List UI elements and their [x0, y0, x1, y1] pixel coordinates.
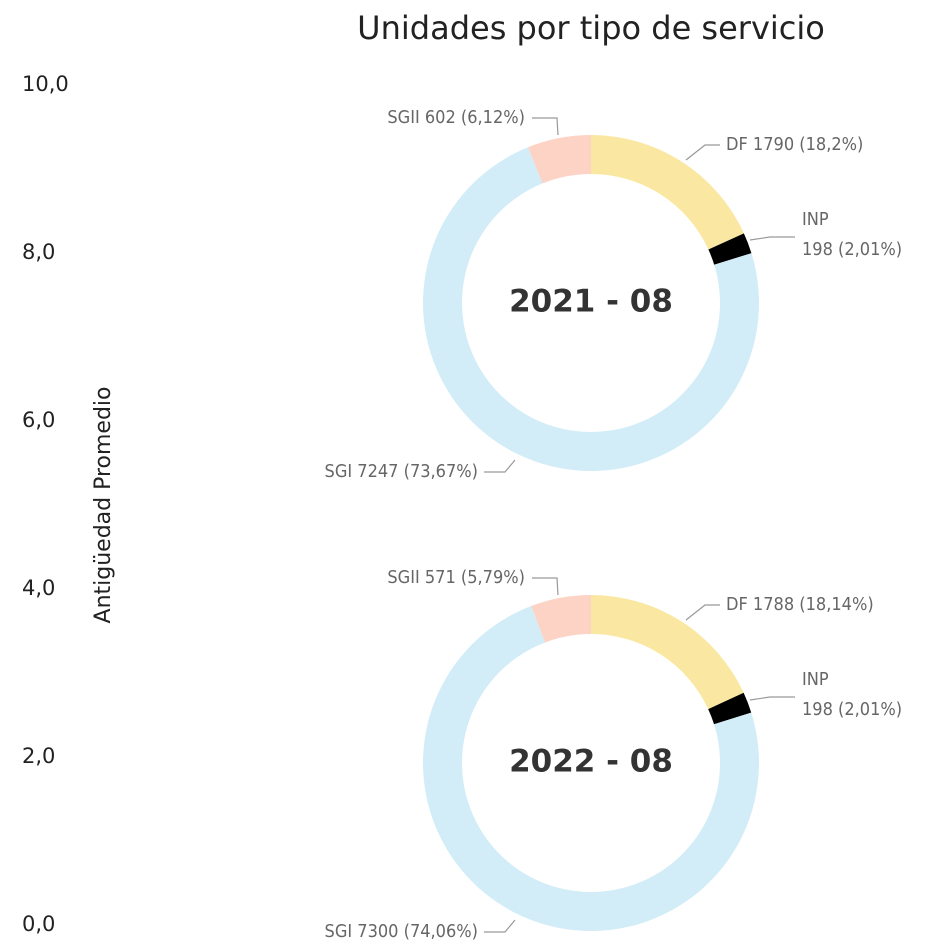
- data-label: 198 (2,01%): [802, 699, 902, 720]
- data-label: SGII 602 (6,12%): [387, 107, 525, 128]
- leader-line: [532, 577, 559, 596]
- y-tick-label: 10,0: [22, 72, 69, 96]
- center-label: 2022 - 08: [509, 744, 673, 780]
- data-label: SGI 7300 (74,06%): [325, 921, 478, 942]
- donut-slice: [591, 595, 744, 710]
- leader-line: [749, 696, 795, 701]
- y-tick-label: 4,0: [22, 576, 55, 600]
- y-tick-label: 2,0: [22, 744, 55, 768]
- center-label: 2021 - 08: [509, 284, 673, 320]
- data-label: SGII 571 (5,79%): [387, 567, 525, 588]
- y-tick-label: 8,0: [22, 240, 55, 264]
- data-label: INP: [802, 669, 829, 690]
- y-tick-label: 6,0: [22, 408, 55, 432]
- donut-slice: [708, 692, 752, 725]
- data-label: SGI 7247 (73,67%): [325, 461, 478, 482]
- donut-slice: [527, 135, 591, 184]
- donut-slice: [591, 135, 744, 250]
- y-tick-label: 0,0: [22, 912, 55, 936]
- data-label: DF 1788 (18,14%): [726, 594, 874, 615]
- leader-line: [749, 236, 795, 241]
- leader-line: [484, 459, 516, 473]
- leader-line: [685, 144, 720, 161]
- donut-slice: [531, 595, 591, 643]
- leader-line: [532, 117, 559, 136]
- y-axis-label: Antigüedad Promedio: [91, 387, 116, 624]
- data-label: 198 (2,01%): [802, 239, 902, 260]
- data-label: INP: [802, 209, 829, 230]
- title: Unidades por tipo de servicio: [357, 9, 825, 47]
- donut-slice: [708, 233, 752, 265]
- leader-line: [484, 919, 516, 933]
- data-label: DF 1790 (18,2%): [726, 134, 863, 155]
- leader-line: [685, 604, 720, 621]
